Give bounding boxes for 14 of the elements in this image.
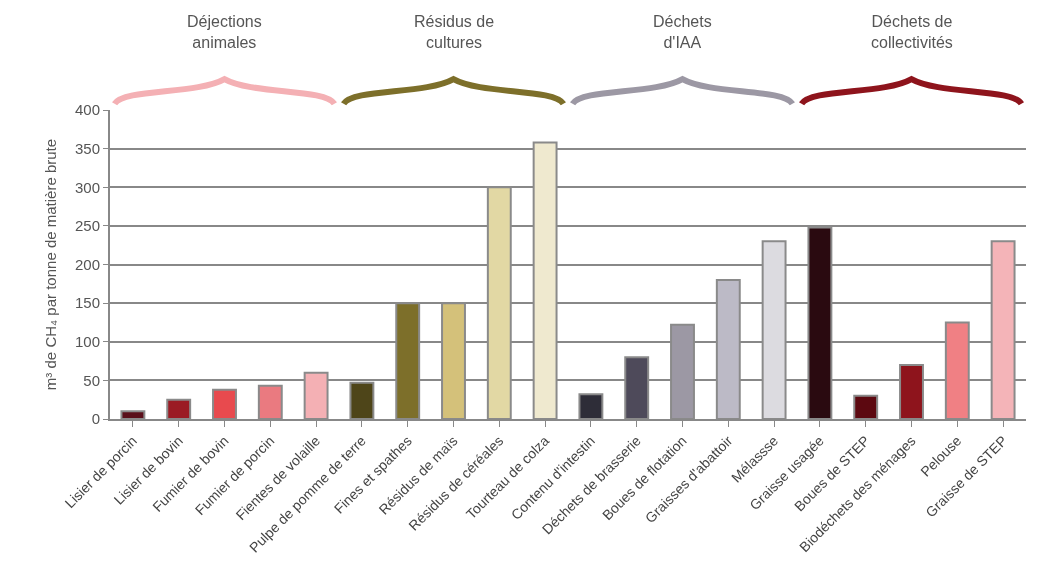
y-axis-title: m³ de CH₄ par tonne de matière brute	[41, 138, 59, 391]
y-tick-label: 50	[83, 371, 100, 389]
y-tick-label: 200	[74, 255, 100, 273]
y-tick-label: 0	[91, 410, 100, 428]
text: Déchets de collectivités	[871, 13, 953, 51]
y-tick-label: 300	[74, 178, 100, 196]
y-tick-label: 350	[74, 139, 100, 157]
y-tick-label: 400	[74, 101, 100, 119]
text: Résidus de cultures	[414, 13, 495, 51]
text: Déjections animales	[187, 13, 262, 51]
y-tick-label: 250	[74, 217, 100, 235]
y-tick-label: 100	[74, 333, 100, 350]
y-tick-label: 150	[74, 294, 100, 312]
text: Déchets d'IAA	[653, 13, 712, 51]
